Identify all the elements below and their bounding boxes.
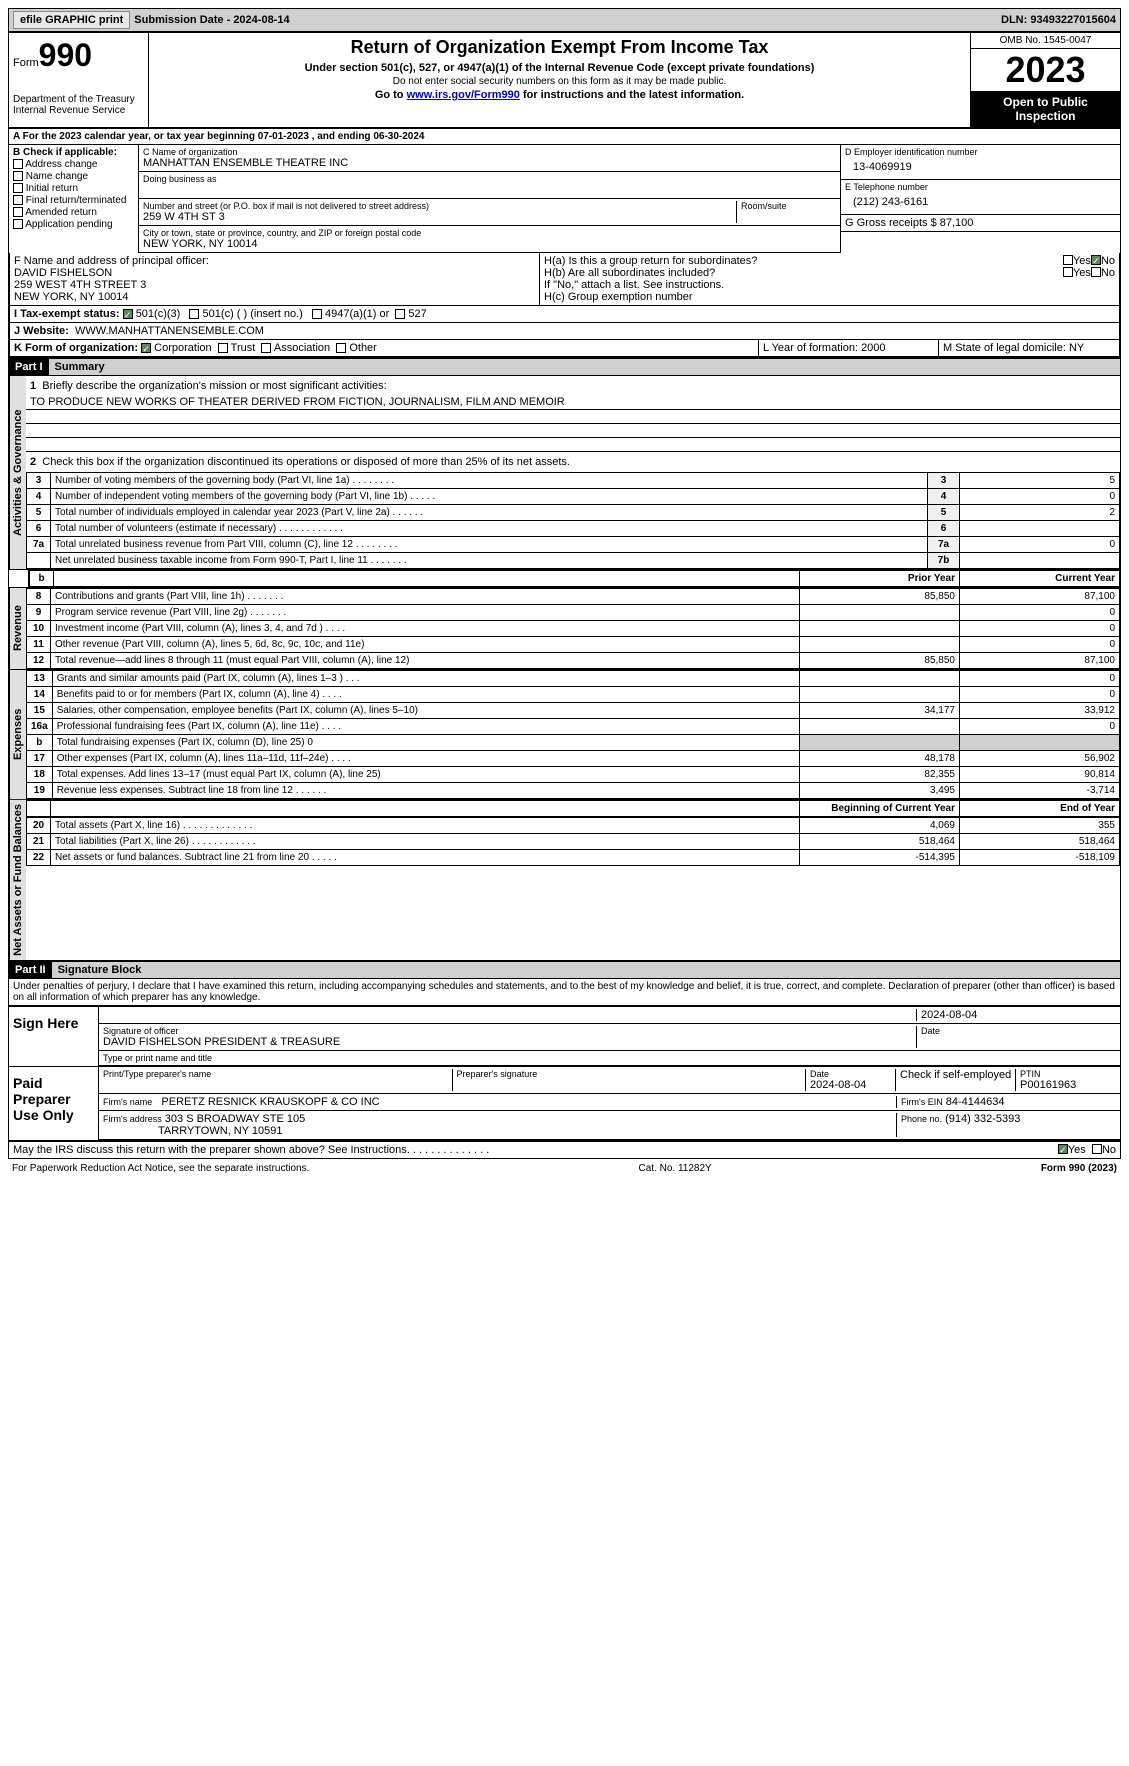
begin-year-hdr: Beginning of Current Year (800, 801, 960, 817)
chk-501c3[interactable]: ✓ (123, 309, 133, 319)
officer-addr2: NEW YORK, NY 10014 (14, 291, 535, 303)
chk-b[interactable] (13, 159, 23, 169)
sig-date: 2024-08-04 (916, 1009, 1116, 1021)
chk-b[interactable] (13, 195, 23, 205)
chk-other[interactable] (336, 343, 346, 353)
chk-trust[interactable] (218, 343, 228, 353)
discuss-yes[interactable]: ✓ (1058, 1144, 1068, 1154)
chk-assoc[interactable] (261, 343, 271, 353)
line2-text: Check this box if the organization disco… (42, 456, 570, 468)
omb-number: OMB No. 1545-0047 (971, 33, 1120, 49)
hc-label: H(c) Group exemption number (544, 291, 1115, 303)
form-number: 990 (39, 37, 92, 73)
form-header: Form990 Department of the Treasury Inter… (8, 32, 1121, 128)
prep-date: 2024-08-04 (810, 1079, 895, 1091)
phone: (212) 243-6161 (845, 192, 1116, 212)
dept-text: Department of the Treasury Internal Reve… (13, 94, 144, 116)
firm-ein: 84-4144634 (946, 1096, 1005, 1108)
section-c: C Name of organizationMANHATTAN ENSEMBLE… (139, 145, 840, 253)
dln: DLN: 93493227015604 (1001, 14, 1116, 26)
mission-text: TO PRODUCE NEW WORKS OF THEATER DERIVED … (26, 396, 1120, 410)
section-j: J Website: WWW.MANHATTANENSEMBLE.COM (10, 323, 1119, 339)
chk-b[interactable] (13, 207, 23, 217)
hb-note: If "No," attach a list. See instructions… (544, 279, 1115, 291)
subtitle-1: Under section 501(c), 527, or 4947(a)(1)… (153, 62, 966, 74)
hb-yes[interactable] (1063, 267, 1073, 277)
paid-preparer: Paid Preparer Use Only (9, 1067, 99, 1140)
section-k: K Form of organization: ✓ Corporation Tr… (10, 340, 759, 356)
efile-btn[interactable]: efile GRAPHIC print (13, 11, 130, 29)
sign-here: Sign Here (9, 1007, 99, 1066)
section-i: I Tax-exempt status: ✓ 501(c)(3) 501(c) … (10, 306, 1119, 322)
officer-sig: DAVID FISHELSON PRESIDENT & TREASURE (103, 1036, 916, 1048)
ha-yes[interactable] (1063, 255, 1073, 265)
submission-date: Submission Date - 2024-08-14 (134, 14, 289, 26)
domicile: NY (1069, 342, 1084, 354)
part2-header: Part II Signature Block (8, 961, 1121, 979)
vert-exp: Expenses (9, 670, 26, 799)
tax-year-line: A For the 2023 calendar year, or tax yea… (9, 129, 1120, 145)
hb-no[interactable] (1091, 267, 1101, 277)
firm-phone: (914) 332-5393 (945, 1113, 1020, 1125)
chk-b[interactable] (13, 171, 23, 181)
city-addr: NEW YORK, NY 10014 (143, 238, 836, 250)
prior-year-hdr: Prior Year (800, 571, 960, 587)
officer-label: F Name and address of principal officer: (14, 255, 535, 267)
firm-addr1: 303 S BROADWAY STE 105 (165, 1113, 305, 1125)
discuss-row: May the IRS discuss this return with the… (8, 1142, 1121, 1159)
ein: 13-4069919 (845, 157, 1116, 177)
chk-4947[interactable] (312, 309, 322, 319)
firm-addr2: TARRYTOWN, NY 10591 (158, 1125, 283, 1137)
top-bar: efile GRAPHIC print Submission Date - 20… (8, 8, 1121, 32)
open-inspection: Open to Public Inspection (971, 91, 1120, 127)
officer-addr1: 259 WEST 4TH STREET 3 (14, 279, 535, 291)
section-de: D Employer identification number13-40699… (840, 145, 1120, 253)
officer-name: DAVID FISHELSON (14, 267, 535, 279)
declaration: Under penalties of perjury, I declare th… (8, 979, 1121, 1006)
hb-label: H(b) Are all subordinates included? (544, 267, 1063, 279)
gross-receipts: 87,100 (940, 217, 974, 229)
end-year-hdr: End of Year (960, 801, 1120, 817)
vert-gov: Activities & Governance (9, 376, 26, 569)
form-title: Return of Organization Exempt From Incom… (153, 37, 966, 58)
section-b: B Check if applicable: Address change Na… (9, 145, 139, 253)
firm-name: PERETZ RESNICK KRAUSKOPF & CO INC (161, 1096, 379, 1108)
part1-header: Part I Summary (8, 358, 1121, 376)
year-formation: 2000 (861, 342, 885, 354)
chk-b[interactable] (13, 183, 23, 193)
street-addr: 259 W 4TH ST 3 (143, 211, 736, 223)
form-word: Form (13, 57, 39, 69)
subtitle-2: Do not enter social security numbers on … (153, 76, 966, 87)
ha-no[interactable]: ✓ (1091, 255, 1101, 265)
irs-link[interactable]: www.irs.gov/Form990 (407, 89, 520, 101)
ha-label: H(a) Is this a group return for subordin… (544, 255, 1063, 267)
website: WWW.MANHATTANENSEMBLE.COM (75, 325, 264, 337)
ptin: P00161963 (1020, 1079, 1116, 1091)
subtitle-3: Go to www.irs.gov/Form990 for instructio… (153, 89, 966, 101)
chk-corp[interactable]: ✓ (141, 343, 151, 353)
chk-501c[interactable] (189, 309, 199, 319)
discuss-no[interactable] (1092, 1144, 1102, 1154)
current-year-hdr: Current Year (960, 571, 1120, 587)
chk-b[interactable] (13, 219, 23, 229)
footer: For Paperwork Reduction Act Notice, see … (8, 1159, 1121, 1178)
tax-year: 2023 (971, 49, 1120, 91)
mission-label: Briefly describe the organization's miss… (42, 380, 386, 392)
vert-net: Net Assets or Fund Balances (9, 800, 26, 960)
prep-check: Check if self-employed (896, 1069, 1016, 1091)
vert-rev: Revenue (9, 588, 26, 669)
dba (143, 184, 836, 196)
chk-527[interactable] (395, 309, 405, 319)
org-name: MANHATTAN ENSEMBLE THEATRE INC (143, 157, 836, 169)
